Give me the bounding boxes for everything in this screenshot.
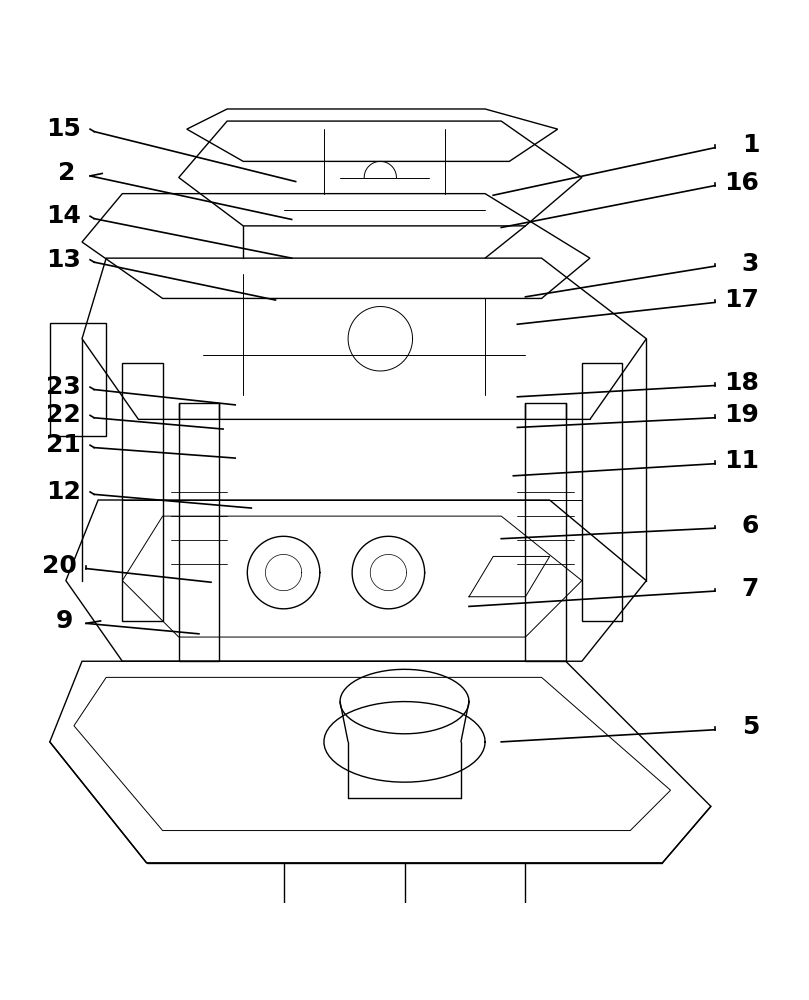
Text: 12: 12 xyxy=(46,480,81,504)
Text: 18: 18 xyxy=(724,371,759,395)
Text: 5: 5 xyxy=(742,715,759,739)
Text: 20: 20 xyxy=(42,554,77,578)
Text: 6: 6 xyxy=(742,514,759,538)
Text: 16: 16 xyxy=(724,171,759,195)
Text: 19: 19 xyxy=(724,403,759,427)
Text: 9: 9 xyxy=(56,609,74,633)
Text: 23: 23 xyxy=(46,375,80,399)
Text: 15: 15 xyxy=(46,117,81,141)
Text: 17: 17 xyxy=(724,288,759,312)
Text: 11: 11 xyxy=(724,449,759,473)
Text: 7: 7 xyxy=(742,577,759,601)
Text: 3: 3 xyxy=(742,252,759,276)
Text: 22: 22 xyxy=(46,403,80,427)
Text: 14: 14 xyxy=(46,204,81,228)
Text: 21: 21 xyxy=(46,433,81,457)
Text: 2: 2 xyxy=(57,161,75,185)
Text: 1: 1 xyxy=(742,133,759,157)
Text: 13: 13 xyxy=(46,248,81,272)
